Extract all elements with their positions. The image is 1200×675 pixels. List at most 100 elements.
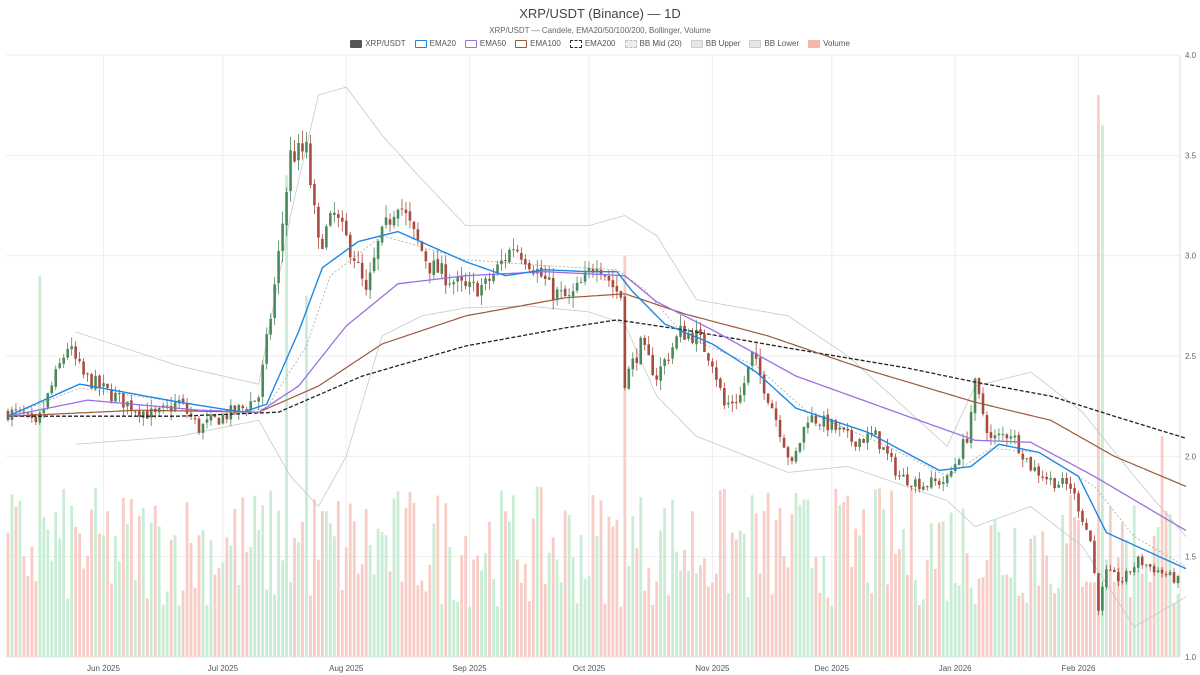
volume-bar xyxy=(46,529,50,657)
volume-bar xyxy=(404,507,408,657)
candle-body xyxy=(142,411,145,418)
candle-body xyxy=(384,217,388,226)
candle-body xyxy=(1069,483,1072,489)
volume-bar xyxy=(78,533,82,657)
candle-body xyxy=(460,275,463,281)
candle-body xyxy=(655,375,658,380)
candle-body xyxy=(344,220,348,236)
candle-body xyxy=(337,214,340,218)
candle-body xyxy=(1148,564,1152,567)
volume-bar xyxy=(937,522,941,657)
candle-body xyxy=(90,374,93,389)
candle-body xyxy=(114,392,117,402)
candle-body xyxy=(786,447,790,458)
candle-body xyxy=(528,263,531,270)
volume-bar xyxy=(320,511,324,657)
volume-bar xyxy=(356,573,360,657)
volume-bar xyxy=(1116,557,1120,657)
ema50-line xyxy=(7,271,1187,532)
candle-body xyxy=(376,240,380,259)
volume-bar xyxy=(822,555,826,657)
candle-body xyxy=(631,358,635,370)
y-tick-label: 1.0 xyxy=(1185,653,1197,662)
volume-bar xyxy=(531,518,535,657)
candle-body xyxy=(516,249,519,252)
legend-item: EMA200 xyxy=(569,39,616,48)
volume-bar xyxy=(818,592,822,657)
candle-body xyxy=(730,401,734,404)
legend-label: EMA50 xyxy=(479,39,507,48)
volume-bar xyxy=(512,495,515,657)
volume-bar xyxy=(858,535,862,657)
candle-body xyxy=(961,439,965,459)
volume-bar xyxy=(953,583,957,657)
volume-bar xyxy=(1108,506,1112,657)
volume-bar xyxy=(348,503,352,657)
volume-bar xyxy=(575,603,579,657)
candle-body xyxy=(245,409,249,411)
candle-body xyxy=(1144,564,1148,566)
candle-body xyxy=(504,260,507,262)
candle-body xyxy=(1061,478,1064,484)
candle-body xyxy=(989,432,993,438)
candle-body xyxy=(1117,572,1120,582)
volume-bar xyxy=(253,495,257,657)
candle-body xyxy=(750,351,754,366)
candle-body xyxy=(874,430,877,435)
candle-body xyxy=(82,361,85,375)
volume-bar xyxy=(981,577,985,657)
volume-bar xyxy=(683,549,686,657)
volume-bar xyxy=(452,600,456,657)
legend-swatch xyxy=(749,39,762,48)
candle-body xyxy=(822,415,826,427)
candle-body xyxy=(627,368,631,389)
volume-bar xyxy=(830,605,834,657)
volume-bar xyxy=(6,532,10,657)
volume-bar xyxy=(412,502,416,657)
volume-bar xyxy=(627,565,631,657)
volume-bar xyxy=(846,495,850,657)
volume-bar xyxy=(647,567,651,657)
volume-bar xyxy=(62,488,66,657)
candle-body xyxy=(778,419,782,437)
candle-body xyxy=(1001,434,1005,436)
candle-body xyxy=(110,389,113,402)
candle-body xyxy=(277,250,280,284)
candle-body xyxy=(1085,522,1088,530)
candle-body xyxy=(321,238,324,249)
legend-swatch xyxy=(624,39,637,48)
volume-bar xyxy=(173,535,177,657)
volume-bar xyxy=(38,275,42,657)
candle-body xyxy=(293,151,296,162)
candle-body xyxy=(74,346,77,359)
candle-body xyxy=(1097,573,1100,611)
legend-label: EMA100 xyxy=(530,39,561,48)
candle-body xyxy=(86,373,89,375)
y-tick-label: 4.0 xyxy=(1185,51,1197,60)
volume-bar xyxy=(508,521,511,657)
chart-legend: XRP/USDT EMA20 EMA50 EMA100 EMA200 BB Mid (20… xyxy=(0,39,1200,48)
volume-bar xyxy=(945,600,949,657)
volume-bar xyxy=(157,526,161,657)
volume-bar xyxy=(1132,505,1136,657)
volume-bar xyxy=(90,509,93,657)
volume-bar xyxy=(436,495,440,657)
candle-body xyxy=(138,410,141,417)
volume-bar xyxy=(165,591,169,657)
volume-bar xyxy=(50,560,54,657)
volume-bar xyxy=(309,595,312,657)
x-tick-label: Feb 2026 xyxy=(1062,664,1096,673)
volume-bar xyxy=(742,533,746,657)
volume-bar xyxy=(317,559,320,657)
candle-body xyxy=(1041,476,1044,478)
candle-body xyxy=(273,284,276,319)
candle-body xyxy=(217,417,221,425)
candle-body xyxy=(973,378,977,414)
volume-bar xyxy=(496,606,499,657)
ema20-line xyxy=(7,230,1187,570)
candle-body xyxy=(1081,510,1084,522)
x-tick-label: Nov 2025 xyxy=(695,664,730,673)
volume-bar xyxy=(328,523,332,657)
candle-body xyxy=(1045,476,1048,480)
volume-bar xyxy=(886,584,889,657)
